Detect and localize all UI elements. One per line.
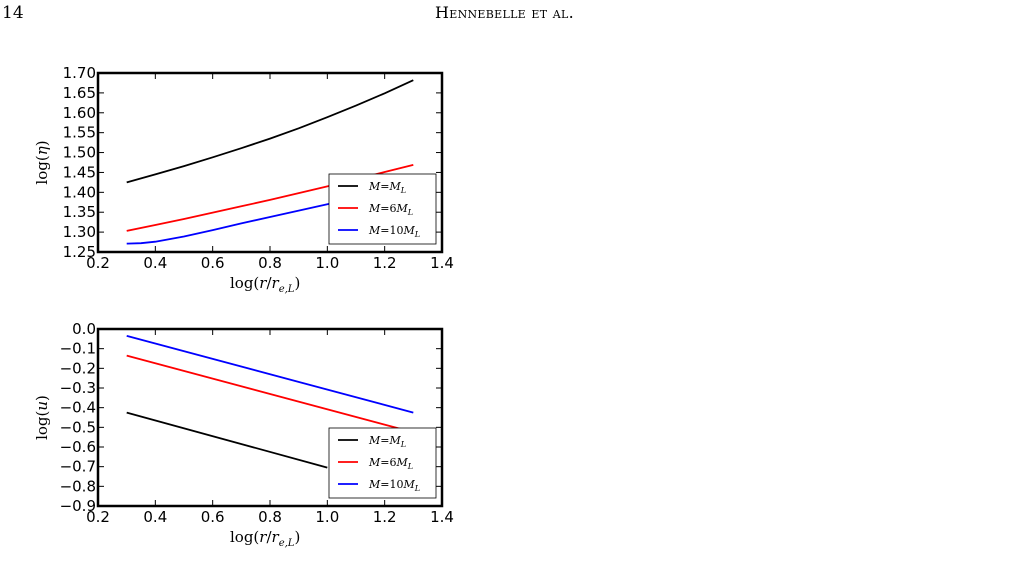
velocity-plot: 0.2 0.4 0.6 0.8 1.0 1.2 1.4 0.0 −0.1−0.2 −0.3 −0.4… bbox=[33, 320, 454, 549]
x-tick-label: 0.6 bbox=[201, 254, 225, 272]
y-tick-label: −0.9 bbox=[60, 497, 96, 515]
series-line-0 bbox=[126, 79, 414, 184]
series-line-0 bbox=[126, 411, 328, 469]
x-tick-label: 1.0 bbox=[315, 254, 339, 272]
y-tick-label: −0.8 bbox=[60, 477, 96, 495]
y-tick-label: −0.2 bbox=[60, 359, 96, 377]
x-tick-label: 1.4 bbox=[430, 508, 454, 526]
x-tick-label: 0.8 bbox=[258, 508, 282, 526]
y-tick-label: 1.65 bbox=[63, 84, 96, 102]
y-tick-label: 1.55 bbox=[63, 124, 96, 142]
x-tick-label: 1.2 bbox=[373, 508, 397, 526]
x-tick-label: 0.4 bbox=[143, 508, 167, 526]
y-tick-label: 1.35 bbox=[63, 203, 96, 221]
y-tick-label: −0.7 bbox=[60, 458, 96, 476]
y-tick-label: 1.30 bbox=[63, 223, 96, 241]
y-axis-label: log(u) bbox=[33, 395, 51, 440]
x-tick-label: 0.2 bbox=[86, 508, 110, 526]
y-tick-label: −0.5 bbox=[60, 418, 96, 436]
y-tick-label: 1.50 bbox=[63, 144, 96, 162]
y-tick-label: 1.25 bbox=[63, 243, 96, 261]
x-tick-label: 1.0 bbox=[315, 508, 339, 526]
y-tick-label: 1.40 bbox=[63, 183, 96, 201]
legend-entry: M=10ML bbox=[368, 478, 420, 493]
series-line-2 bbox=[126, 197, 357, 245]
legend: M=ML M=6ML M=10ML bbox=[328, 427, 437, 499]
legend-entry: M=ML bbox=[368, 180, 406, 195]
x-tick-label: 1.2 bbox=[373, 254, 397, 272]
x-tick-label: 0.6 bbox=[201, 508, 225, 526]
legend-entry: M=6ML bbox=[368, 202, 413, 217]
x-tick-label: 0.4 bbox=[143, 254, 167, 272]
y-tick-label: −0.4 bbox=[60, 399, 96, 417]
y-tick-label: −0.3 bbox=[60, 379, 96, 397]
legend-entry: M=ML bbox=[368, 434, 406, 449]
x-tick-label: 0.2 bbox=[86, 254, 110, 272]
legend: M=ML M=6ML M=10ML bbox=[328, 173, 437, 245]
y-tick-label: 1.70 bbox=[63, 64, 96, 82]
series-line-2 bbox=[126, 335, 414, 414]
y-tick-label: 1.60 bbox=[63, 104, 96, 122]
y-tick-label: −0.1 bbox=[60, 340, 96, 358]
page-number: 14 bbox=[2, 3, 24, 23]
y-tick-label: 1.45 bbox=[63, 163, 96, 181]
running-head: Hennebelle et al. bbox=[435, 3, 574, 22]
x-tick-label: 0.8 bbox=[258, 254, 282, 272]
x-axis-label: log(r/re,L) bbox=[230, 274, 300, 295]
x-axis-label: log(r/re,L) bbox=[230, 528, 300, 549]
series-line-1 bbox=[126, 354, 414, 434]
y-axis-label: log(η) bbox=[33, 140, 51, 184]
legend-entry: M=6ML bbox=[368, 456, 413, 471]
eta-plot: 0.2 0.4 0.6 0.8 1.0 1.2 1.4 1.25 1.30 1.35 1.40 1.4… bbox=[33, 64, 454, 295]
y-tick-label: −0.6 bbox=[60, 438, 96, 456]
x-tick-label: 1.4 bbox=[430, 254, 454, 272]
y-tick-label: 0.0 bbox=[72, 320, 96, 338]
legend-entry: M=10ML bbox=[368, 224, 420, 239]
